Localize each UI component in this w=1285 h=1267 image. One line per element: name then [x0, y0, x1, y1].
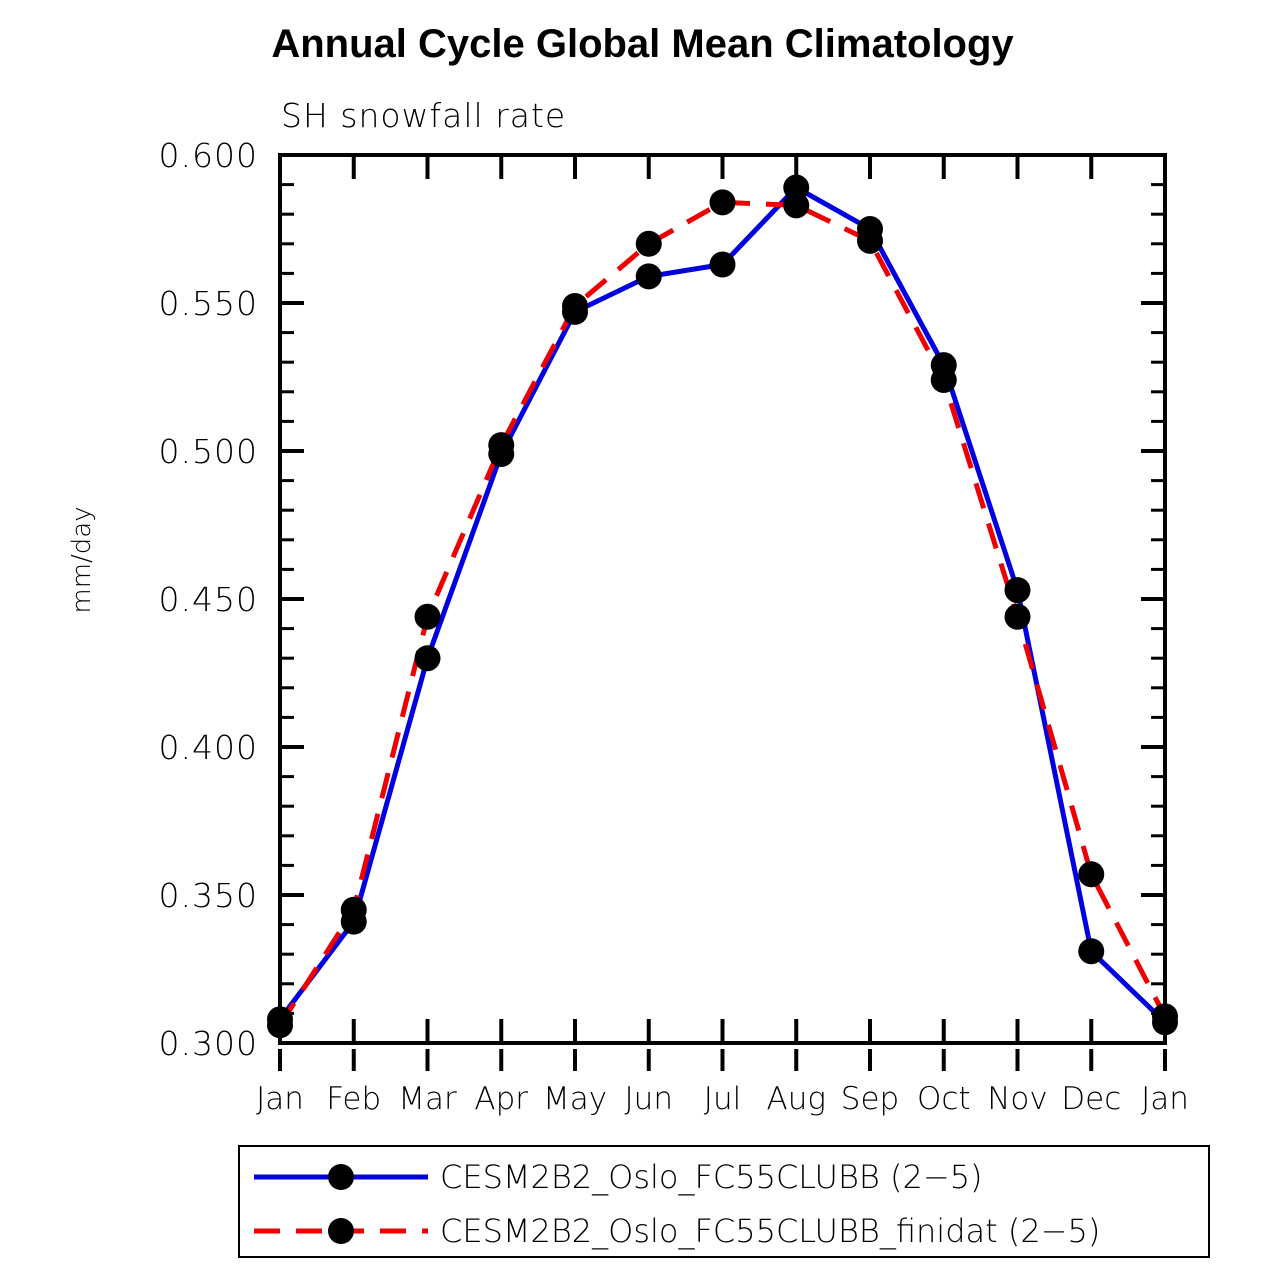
x-tick-label: Aug	[767, 1081, 826, 1117]
y-tick-label: 0.550	[159, 284, 258, 323]
data-point	[783, 174, 810, 201]
legend-swatch-series-0	[254, 1164, 428, 1190]
x-tick-label: Feb	[326, 1081, 381, 1117]
x-tick-label: Apr	[474, 1081, 528, 1117]
legend-entry-1[interactable]: CESM2B2_Oslo_FC55CLUBB_finidat (2−5)	[240, 1203, 1208, 1259]
data-point	[709, 251, 736, 278]
x-tick-labels: Jan Feb Mar Apr May Jun Jul Aug Sep Oct Nov Dec Jan	[256, 1081, 1189, 1117]
series-line-1	[277, 199, 1168, 1027]
legend-swatch-series-1	[254, 1218, 428, 1244]
chart-subtitle: SH snowfall rate	[281, 96, 567, 135]
y-tick-label: 0.400	[159, 728, 258, 767]
data-point	[635, 263, 662, 290]
y-tick-label: 0.450	[159, 580, 258, 619]
x-tick-label: Oct	[917, 1081, 971, 1117]
data-point	[857, 227, 883, 254]
x-tick-label: Dec	[1061, 1081, 1121, 1117]
y-tick-label: 0.300	[159, 1024, 258, 1063]
y-tick-label: 0.500	[159, 432, 258, 471]
plot-area: 0.600 0.550 0.500 0.450 0.400 0.350 0.300 Jan F…	[159, 136, 1189, 1117]
data-point	[340, 896, 367, 923]
legend-entry-0[interactable]: CESM2B2_Oslo_FC55CLUBB (2−5)	[240, 1149, 1208, 1205]
x-tick-label: Sep	[841, 1081, 899, 1117]
y-tick-label: 0.600	[159, 136, 258, 175]
data-point	[488, 432, 515, 459]
data-point	[709, 189, 736, 216]
data-point	[1078, 861, 1105, 888]
legend: CESM2B2_Oslo_FC55CLUBB (2−5) CESM2B2_Osl…	[238, 1145, 1210, 1258]
y-tick-labels: 0.600 0.550 0.500 0.450 0.400 0.350 0.300	[159, 136, 258, 1063]
data-point	[635, 230, 662, 257]
y-tick-label: 0.350	[159, 876, 258, 915]
x-tick-label: Jul	[704, 1081, 741, 1117]
chart-title: Annual Cycle Global Mean Climatology	[271, 22, 1014, 66]
plot-frame	[278, 153, 1167, 1045]
series-layer	[267, 174, 1178, 1039]
axes-layer	[278, 153, 1167, 1071]
data-point	[1078, 938, 1105, 965]
x-tick-label: Mar	[398, 1081, 457, 1117]
data-point	[414, 645, 441, 672]
data-point	[562, 292, 588, 319]
legend-label-1: CESM2B2_Oslo_FC55CLUBB_finidat (2−5)	[440, 1212, 1101, 1250]
x-tick-label: Jan	[256, 1081, 304, 1117]
data-point	[930, 366, 957, 393]
x-tick-label: Nov	[987, 1081, 1048, 1117]
x-tick-label: Jun	[625, 1081, 673, 1117]
data-point	[1004, 603, 1031, 630]
data-point	[1004, 577, 1031, 604]
data-point	[783, 192, 810, 219]
legend-label-0: CESM2B2_Oslo_FC55CLUBB (2−5)	[440, 1158, 983, 1196]
x-tick-label: May	[543, 1081, 607, 1117]
data-point	[414, 603, 441, 630]
series-line-0	[278, 184, 1167, 1025]
data-point	[267, 1012, 293, 1039]
x-tick-label: Jan	[1141, 1081, 1189, 1117]
data-point	[1152, 1003, 1178, 1030]
